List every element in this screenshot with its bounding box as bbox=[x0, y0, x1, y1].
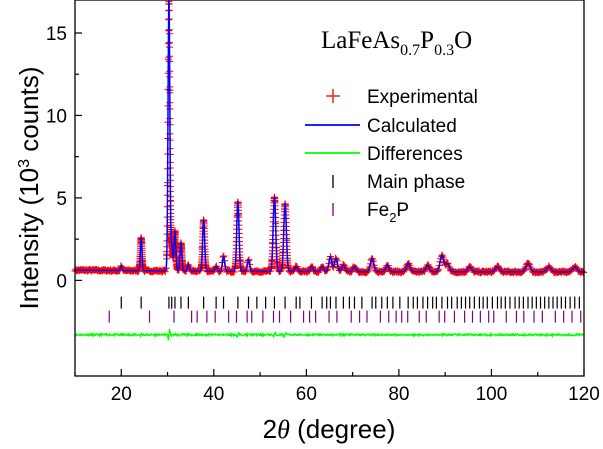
difference-curve bbox=[74, 328, 585, 341]
y-tick-label: 0 bbox=[56, 271, 67, 292]
plot-frame bbox=[74, 0, 585, 377]
x-tick-label: 100 bbox=[476, 384, 508, 405]
legend: Experimental Calculated Differences Main… bbox=[305, 87, 478, 225]
y-tick-label: 10 bbox=[46, 106, 67, 127]
legend-label-main-phase: Main phase bbox=[367, 172, 465, 193]
x-tick-label: 80 bbox=[388, 384, 409, 405]
x-axis-title: 2θ (degree) bbox=[263, 414, 396, 444]
plus-marker-icon bbox=[326, 89, 340, 103]
legend-experimental: Experimental bbox=[326, 87, 478, 108]
legend-main-phase: Main phase bbox=[332, 172, 465, 193]
main-phase-reflection-ticks bbox=[120, 296, 580, 309]
y-axis: 0 5 10 15 bbox=[46, 24, 82, 292]
legend-label-calculated: Calculated bbox=[367, 116, 457, 137]
legend-label-fe2p: Fe2P bbox=[367, 200, 409, 225]
x-tick-label: 120 bbox=[568, 384, 600, 405]
x-tick-label: 40 bbox=[203, 384, 224, 405]
fe2p-reflection-ticks bbox=[108, 310, 582, 323]
legend-label-differences: Differences bbox=[367, 144, 463, 165]
calculated-series bbox=[75, 0, 584, 273]
legend-fe2p: Fe2P bbox=[332, 200, 409, 225]
y-axis-title: Intensity (103 counts) bbox=[14, 66, 44, 309]
x-tick-label: 60 bbox=[296, 384, 317, 405]
legend-differences: Differences bbox=[305, 144, 463, 165]
x-tick-label: 20 bbox=[111, 384, 132, 405]
calculated-curve bbox=[75, 0, 584, 273]
y-tick-label: 5 bbox=[56, 189, 67, 210]
legend-calculated: Calculated bbox=[305, 116, 457, 137]
compound-annotation: LaFeAs0.7P0.3O bbox=[321, 27, 472, 59]
difference-series bbox=[74, 328, 585, 341]
x-axis: 20 40 60 80 100 120 bbox=[74, 369, 600, 405]
y-tick-label: 15 bbox=[46, 24, 67, 45]
legend-label-experimental: Experimental bbox=[367, 87, 478, 108]
